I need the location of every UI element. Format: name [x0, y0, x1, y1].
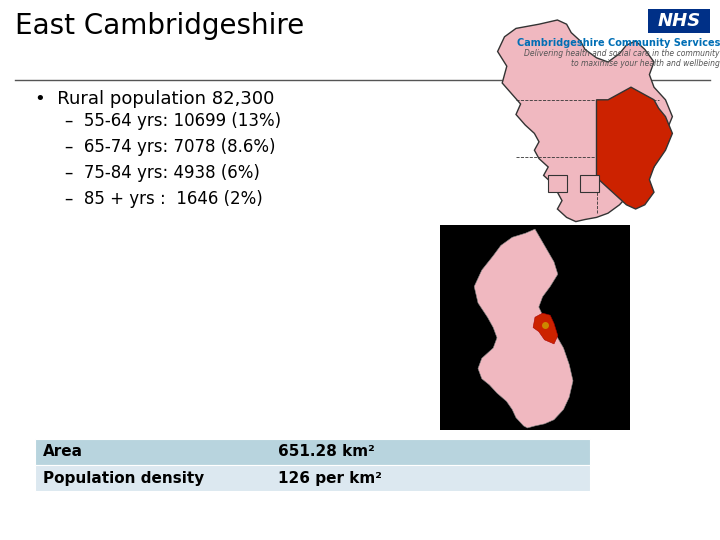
Text: 651.28 km²: 651.28 km² [278, 444, 374, 460]
FancyBboxPatch shape [648, 9, 710, 33]
Text: •  Rural population 82,300: • Rural population 82,300 [35, 90, 274, 108]
Text: NHS: NHS [657, 12, 701, 30]
Text: Cambridgeshire Community Services: Cambridgeshire Community Services [517, 38, 720, 48]
Polygon shape [474, 229, 573, 428]
Text: –  85 + yrs :  1646 (2%): – 85 + yrs : 1646 (2%) [65, 190, 263, 208]
FancyBboxPatch shape [440, 225, 630, 430]
Text: –  65-74 yrs: 7078 (8.6%): – 65-74 yrs: 7078 (8.6%) [65, 138, 276, 156]
Polygon shape [548, 176, 567, 192]
FancyBboxPatch shape [35, 465, 590, 491]
Polygon shape [498, 20, 672, 221]
Text: Delivering health and social care in the community: Delivering health and social care in the… [524, 49, 720, 58]
FancyBboxPatch shape [35, 439, 590, 465]
Text: East Cambridgeshire: East Cambridgeshire [15, 12, 305, 40]
Text: Population density: Population density [43, 470, 204, 485]
Polygon shape [580, 176, 599, 192]
Text: Area: Area [43, 444, 83, 460]
Text: –  75-84 yrs: 4938 (6%): – 75-84 yrs: 4938 (6%) [65, 164, 260, 182]
Text: to maximise your health and wellbeing: to maximise your health and wellbeing [571, 59, 720, 68]
Text: –  55-64 yrs: 10699 (13%): – 55-64 yrs: 10699 (13%) [65, 112, 281, 130]
Text: 126 per km²: 126 per km² [278, 470, 382, 485]
Polygon shape [596, 87, 672, 209]
Polygon shape [533, 313, 558, 344]
